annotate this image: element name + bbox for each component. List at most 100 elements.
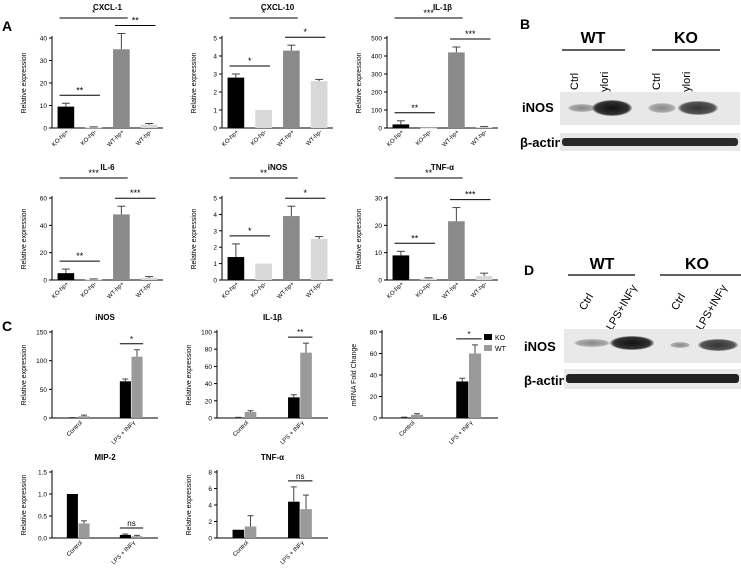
chart-svg: iNOS Relative expression 0 1 2 3 4 5 KO-hp+ KO-hp…: [191, 163, 333, 301]
chart-title: TNF-α: [431, 163, 454, 172]
x-tick-label: KO-hp-: [80, 281, 98, 299]
bar: [255, 263, 272, 280]
y-tick-label: 200: [371, 90, 382, 97]
chart-a-cxcl1: CXCL-1 Relative expression 0 10 20 30 40 KO-hp+…: [10, 0, 175, 168]
bar: [255, 110, 272, 128]
y-tick-label: 1.0: [38, 492, 47, 499]
y-tick-label: 8: [208, 470, 212, 477]
y-tick-label: 4: [213, 54, 217, 61]
chart-svg: IL-1β Relative expression 0 20 40 60 80 100 Cont…: [186, 313, 328, 446]
x-tick-label: LPS + INFγ: [280, 540, 306, 566]
x-tick-label: Control: [398, 420, 416, 438]
x-tick-label: KO-hp+: [386, 129, 405, 148]
y-tick-label: 3: [213, 72, 217, 79]
bar: [57, 106, 75, 128]
y-tick-label: 40: [40, 36, 48, 43]
western-blot-d: WT KO Ctrl LPS+INFγ Ctrl LPS+INFγ iNOS β…: [520, 245, 741, 405]
bar: [283, 50, 300, 128]
y-tick-label: 2: [208, 519, 212, 526]
bar: [140, 277, 158, 280]
chart-svg: IL-6 Relative expression 0 20 40 60 KO-hp+ KO-h…: [21, 163, 163, 300]
bar: [448, 52, 465, 128]
bar: [420, 278, 437, 280]
significance-label: *: [467, 330, 470, 339]
bar: [310, 81, 328, 128]
bar-ko: [288, 397, 300, 418]
significance-label: *: [130, 335, 133, 344]
bar: [392, 124, 410, 128]
blot-d-row-inos: iNOS: [524, 339, 556, 354]
y-tick-label: 50: [40, 387, 48, 394]
x-tick-label: WT-hp-: [135, 129, 153, 147]
y-tick-label: 0: [378, 126, 382, 133]
chart-c-mip2: MIP-2 Relative expression 0.0 0.5 1.0 1.5 Cont…: [10, 450, 170, 580]
bar: [420, 127, 437, 129]
x-tick-label: Control: [66, 420, 84, 438]
bar: [392, 255, 410, 280]
blot-d-band-inos-4: [698, 339, 738, 351]
blot-d-band-inos-2: [610, 336, 654, 350]
significance-label: *: [248, 56, 252, 66]
y-tick-label: 60: [205, 364, 213, 371]
significance-label: ns: [296, 472, 304, 481]
significance-label: ***: [130, 188, 141, 198]
chart-a-tnfa: TNF-α Relative expression 0 10 20 30 KO-hp+ KO-…: [345, 160, 510, 320]
y-tick-label: 150: [36, 330, 47, 337]
chart-svg: CXCL-1 Relative expression 0 10 20 30 40 KO-hp+…: [21, 3, 163, 148]
bar-ko: [66, 494, 78, 538]
x-tick-label: WT-hp+: [277, 281, 297, 301]
significance-label: ***: [465, 29, 476, 39]
significance-label: *: [303, 188, 307, 198]
bar-ko: [232, 417, 245, 419]
chart-a-il6: IL-6 Relative expression 0 20 40 60 KO-hp+ KO-h…: [10, 160, 175, 320]
x-tick-label: WT-hp-: [135, 281, 153, 299]
bar: [85, 127, 102, 129]
chart-title: TNF-α: [261, 453, 284, 462]
significance-label: **: [411, 233, 419, 243]
y-tick-label: 0: [378, 278, 382, 285]
bar-wt: [411, 414, 424, 418]
y-tick-label: 500: [371, 36, 382, 43]
legend-label: WT: [495, 346, 507, 353]
y-tick-label: 1: [213, 108, 217, 115]
significance-label: **: [411, 103, 419, 113]
y-tick-label: 30: [375, 196, 383, 203]
y-tick-label: 80: [205, 347, 213, 354]
y-tick-label: 2: [213, 90, 217, 97]
bar: [475, 275, 493, 280]
blot-b-row-actin: β-actin: [520, 135, 563, 150]
bar-wt: [300, 509, 312, 538]
y-axis-label: Relative expression: [191, 208, 198, 269]
chart-a-cxcl10: CXCL-10 Relative expression 0 1 2 3 4 5 KO-hp+ KO…: [180, 0, 345, 168]
chart-title: CXCL-10: [261, 3, 295, 12]
significance-label: ns: [127, 519, 135, 528]
y-tick-label: 10: [375, 250, 383, 257]
y-tick-label: 0: [208, 416, 212, 423]
blot-d-group-wt: WT: [590, 256, 615, 273]
bar: [475, 127, 493, 128]
x-tick-label: KO-hp-: [415, 281, 433, 299]
legend-swatch: [484, 334, 492, 340]
bar-ko: [456, 381, 469, 418]
significance-label: **: [425, 168, 433, 178]
y-tick-label: 60: [370, 351, 378, 358]
y-tick-label: 40: [40, 223, 48, 230]
bar-ko: [119, 534, 131, 538]
significance-label: **: [297, 328, 303, 337]
chart-title: MIP-2: [94, 453, 116, 462]
bar-ko: [398, 417, 411, 419]
y-tick-label: 100: [201, 330, 212, 337]
y-axis-label: Relative expression: [21, 474, 28, 535]
bar-wt: [469, 353, 482, 418]
bar-ko: [232, 529, 245, 538]
y-tick-label: 80: [370, 330, 378, 337]
western-blot-d-svg: WT KO Ctrl LPS+INFγ Ctrl LPS+INFγ iNOS β…: [524, 256, 741, 389]
x-tick-label: KO-hp+: [221, 281, 240, 300]
x-tick-label: Control: [66, 540, 84, 558]
y-tick-label: 2: [213, 245, 217, 252]
blot-d-band-actin: [566, 374, 739, 383]
blot-d-lane-4: LPS+INFγ: [694, 282, 730, 332]
y-axis-label: Relative expression: [186, 474, 193, 535]
blot-d-lane-2: LPS+INFγ: [604, 282, 640, 332]
blot-b-band-inos-2: [592, 100, 632, 116]
